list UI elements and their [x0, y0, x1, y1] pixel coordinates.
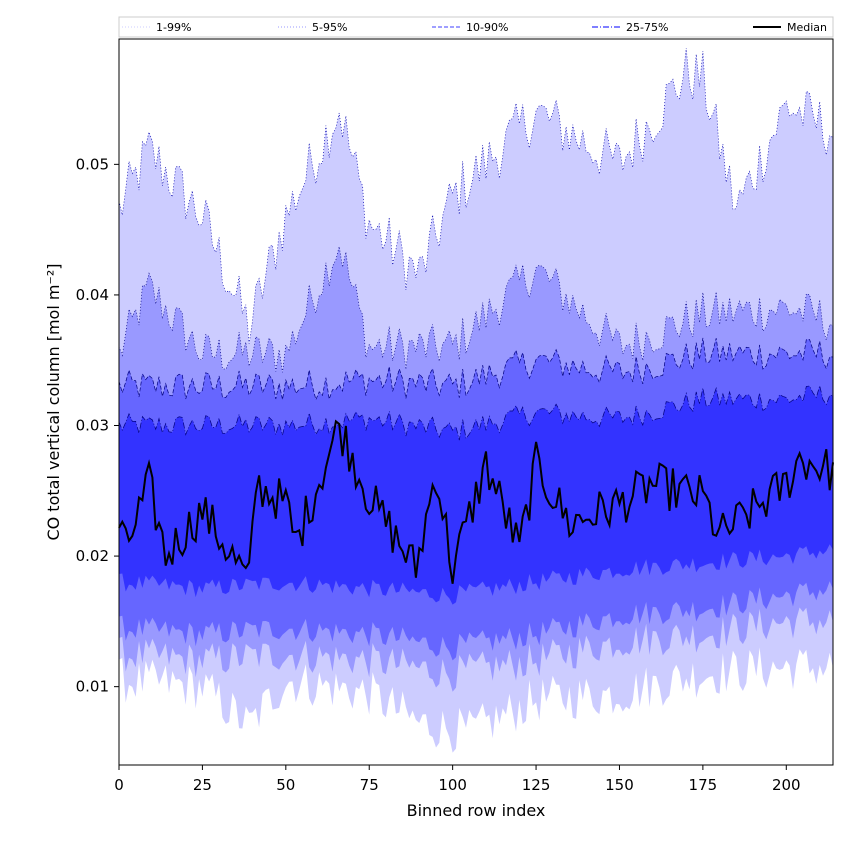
y-tick-label: 0.01 — [76, 678, 109, 696]
x-tick-label: 175 — [689, 776, 718, 794]
median-series — [118, 419, 834, 584]
y-tick-label: 0.05 — [76, 155, 109, 173]
band-25-75% — [119, 385, 833, 605]
legend-label-Median: Median — [787, 21, 827, 34]
x-tick-label: 200 — [772, 776, 801, 794]
x-tick-label: 100 — [438, 776, 467, 794]
x-tick-label: 125 — [522, 776, 551, 794]
legend-label-1-99%: 1-99% — [156, 21, 191, 34]
legend-box — [118, 16, 834, 38]
axes-frame — [118, 38, 834, 766]
y-tick-label: 0.02 — [76, 547, 109, 565]
x-tick-label: 150 — [605, 776, 634, 794]
median-line — [118, 419, 834, 584]
x-tick-label: 75 — [360, 776, 379, 794]
legend-label-10-90%: 10-90% — [466, 21, 508, 34]
legend: 1-99% 5-95% 10-90% 25-75% Median — [118, 16, 834, 38]
y-tick-label: 0.03 — [76, 417, 109, 435]
percentile-bands — [119, 48, 833, 753]
legend-label-25-75%: 25-75% — [626, 21, 668, 34]
y-axis: 0.01 0.02 0.03 0.04 0.05 — [76, 155, 119, 696]
legend-label-5-95%: 5-95% — [312, 21, 347, 34]
y-tick-label: 0.04 — [76, 286, 109, 304]
percentile-edges — [118, 47, 834, 441]
band-upper-edge-25-75% — [118, 384, 834, 441]
y-axis-label: CO total vertical column [mol m⁻²] — [44, 263, 63, 540]
x-tick-label: 25 — [193, 776, 212, 794]
x-axis: 0 25 50 75 100 125 150 175 200 — [114, 765, 801, 794]
x-axis-label: Binned row index — [407, 801, 546, 820]
band-upper-edge-10-90% — [118, 337, 834, 401]
band-upper-edge-1-99% — [118, 47, 834, 344]
plot-area — [118, 47, 834, 753]
x-tick-label: 0 — [114, 776, 124, 794]
x-tick-label: 50 — [276, 776, 295, 794]
